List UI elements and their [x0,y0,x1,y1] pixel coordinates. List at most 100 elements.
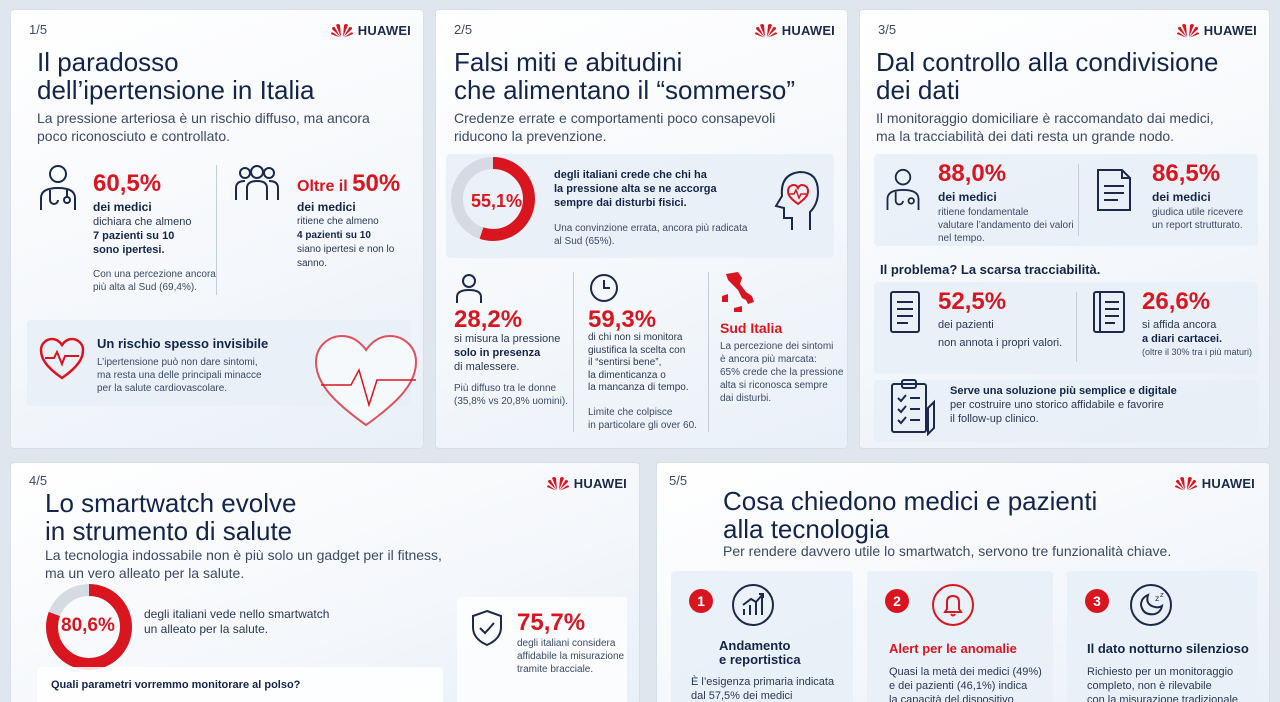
card-2: 2/5 HUAWEI Falsi miti e abitudini che ali… [435,9,848,449]
card-number: 3/5 [878,22,897,37]
card-4: 4/5 HUAWEI Lo smartwatch evolve in strume… [10,462,640,702]
huawei-flower-icon [331,22,353,38]
diary-icon [1090,290,1128,334]
feature-3-title: Il dato notturno silenzioso [1087,641,1249,656]
feature-2-text: Quasi la metà dei medici (49%) e dei pazi… [889,666,1042,702]
donut-arc [451,157,535,241]
doctors-panel [874,154,1258,246]
feature-3-badge: 3 [1085,589,1109,613]
s3-text: La percezione dei sintomi è ancora più ma… [720,341,844,404]
d-text: si affida ancora a diari cartacei. [1142,319,1223,345]
s1-note: Più diffuso tra le donne (35,8% vs 20,8% … [454,383,568,407]
heart-pulse-icon [39,336,85,382]
huawei-flower-icon [1177,22,1199,38]
notes-icon [888,290,922,334]
donut-chart [451,157,535,241]
huawei-flower-icon [755,22,777,38]
bar-chart-trend-icon [731,583,775,627]
trust-panel [457,597,627,702]
huawei-flower-icon [1175,475,1197,491]
feature-1-text: È l’esigenza primaria indicata dal 57,5% … [691,676,835,702]
question-panel [37,667,443,702]
card-3: 3/5 HUAWEI Dal controllo alla condivisio… [859,9,1270,449]
a-text: ritiene fondamentale valutare l’andamento… [938,207,1074,244]
huawei-logo: HUAWEI [755,22,835,38]
card-title: Lo smartwatch evolve in strumento di salu… [45,488,297,546]
feature-1-title: Andamento e reportistica [719,638,801,667]
stat2-value: Oltre il 50% [297,170,401,197]
donut-value: 80,6% [61,615,115,636]
shield-check-icon [471,609,503,647]
b-value: 86,5% [1152,160,1221,187]
a-label: dei medici [938,190,997,204]
decorative-heart-icon [311,330,421,430]
card-title: Dal controllo alla condivisione dei dati [876,47,1219,105]
card-number: 5/5 [669,473,688,488]
card-1: 1/5 HUAWEI Il paradosso dell’ipertensione… [10,9,424,449]
b-text: giudica utile ricevere un report struttur… [1152,207,1244,231]
card-title: Cosa chiedono medici e pazienti alla tecn… [723,486,1098,544]
donut-note: Una convinzione errata, ancora più radic… [554,223,748,247]
s1-text: si misura la pressione solo in presenza di… [454,333,561,373]
trust-value: 75,7% [517,609,586,636]
feature-2-title: Alert per le anomalie [889,641,1017,656]
stat1-value: 60,5% [93,170,162,197]
huawei-logo: HUAWEI [331,22,411,38]
card-subtitle: La pressione arteriosa è un rischio diff… [37,110,370,144]
doctor-icon [35,162,81,212]
card-title: Falsi miti e abitudini che alimentano il … [454,47,796,105]
bell-alert-icon [931,583,975,627]
donut-value: 55,1% [471,191,523,211]
donut-arc [46,584,132,670]
divider [1076,292,1077,362]
clipboard-checklist-icon [888,378,936,437]
stat1-text: dichiara che almeno 7 pazienti su 10 son… [93,216,192,256]
huawei-flower-icon [547,475,569,491]
feature-1-badge: 1 [689,589,713,613]
question-text: Quali parametri vorremmo monitorare al p… [51,679,301,691]
divider [1078,164,1079,236]
c-value: 52,5% [938,288,1007,315]
feature-3-text: Richiesto per un monitoraggio completo, n… [1087,666,1239,702]
huawei-logo: HUAWEI [547,475,627,491]
s2-note: Limite che colpisce in particolare gli ov… [588,407,697,431]
d-note: (oltre il 30% tra i più maturi) [1142,347,1253,357]
card-number: 1/5 [29,22,48,37]
divider [708,272,709,432]
svg-text:z: z [1160,591,1164,599]
svg-text:z: z [1155,594,1159,603]
c-text: non annota i propri valori. [938,337,1063,349]
people-group-icon [233,164,281,202]
feature-2-badge: 2 [885,589,909,613]
card-5: 5/5 HUAWEI Cosa chiedono medici e pazien… [656,462,1270,702]
s3-title: Sud Italia [720,320,783,336]
doctor-icon [882,166,924,212]
head-heart-icon [762,168,820,232]
risk-title: Un rischio spesso invisibile [97,336,269,351]
card-title: Il paradosso dell’ipertensione in Italia [37,47,315,105]
risk-text: L’ipertensione può non dare sintomi, ma r… [97,357,262,394]
trust-text: degli italiani considera affidabile la mi… [517,638,625,675]
card-subtitle: Il monitoraggio domiciliare è raccomanda… [876,110,1214,144]
s1-value: 28,2% [454,306,523,333]
a-value: 88,0% [938,160,1007,187]
patients-panel [874,282,1258,374]
clock-icon [588,272,620,304]
stat1-note: Con una percezione ancora più alta al Sud… [93,269,216,293]
divider [573,272,574,432]
card-subtitle: Credenze errate e comportamenti poco con… [454,110,776,144]
italy-map-icon [720,270,760,316]
solution-text: Serve una soluzione più semplice e digit… [950,385,1177,425]
person-icon [454,272,484,304]
problem-heading: Il problema? La scarsa tracciabilità. [880,262,1101,277]
stat1-label: dei medici [93,200,152,214]
s2-value: 59,3% [588,306,657,333]
divider [216,165,217,295]
stat2-label: dei medici [297,200,356,214]
d-value: 26,6% [1142,288,1211,315]
donut-text: degli italiani crede che chi ha la pressi… [554,169,717,209]
stat2-text: ritiene che almeno 4 pazienti su 10 sian… [297,216,395,269]
huawei-logo: HUAWEI [1177,22,1257,38]
solution-panel [874,380,1258,442]
